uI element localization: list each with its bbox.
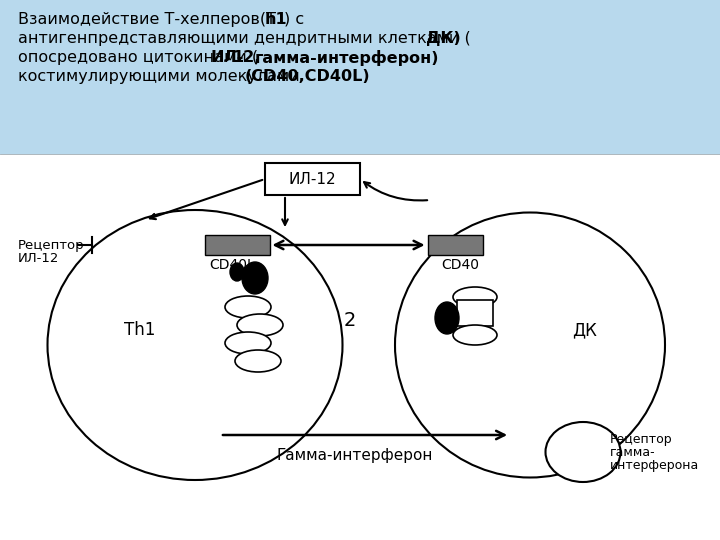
Text: (CD40,CD40L): (CD40,CD40L) xyxy=(245,69,371,84)
Text: Рецептор: Рецептор xyxy=(610,433,672,446)
Bar xyxy=(0,155,720,540)
Text: CD40: CD40 xyxy=(441,258,479,272)
Text: антигенпредставляющими дендритными клетками (: антигенпредставляющими дендритными клетк… xyxy=(18,31,471,46)
Text: ДК: ДК xyxy=(572,321,598,339)
Ellipse shape xyxy=(453,325,497,345)
Ellipse shape xyxy=(235,350,281,372)
Ellipse shape xyxy=(546,422,621,482)
Ellipse shape xyxy=(237,314,283,336)
Text: опосредовано цитокинами (: опосредовано цитокинами ( xyxy=(18,50,258,65)
Text: ДК): ДК) xyxy=(426,31,461,46)
Text: ИЛ-12: ИЛ-12 xyxy=(18,252,59,265)
Text: гамма-интерферон): гамма-интерферон) xyxy=(255,50,439,66)
Ellipse shape xyxy=(230,263,244,281)
Text: ) с: ) с xyxy=(284,12,304,27)
Text: гамма-: гамма- xyxy=(610,446,656,459)
Ellipse shape xyxy=(225,332,271,354)
Text: h1: h1 xyxy=(265,12,287,27)
Text: 12,: 12, xyxy=(232,50,261,65)
Text: Взаимодействие Т-хелперов(Т: Взаимодействие Т-хелперов(Т xyxy=(18,12,276,27)
Text: Рецептор: Рецептор xyxy=(18,239,85,252)
Text: 2: 2 xyxy=(344,310,356,329)
Ellipse shape xyxy=(225,296,271,318)
Bar xyxy=(204,235,269,255)
Text: интерферона: интерферона xyxy=(610,459,699,472)
Ellipse shape xyxy=(453,287,497,307)
Text: Th1: Th1 xyxy=(125,321,156,339)
Bar xyxy=(457,300,493,326)
Text: CD40L: CD40L xyxy=(209,258,255,272)
Text: ИЛ-12: ИЛ-12 xyxy=(289,172,336,186)
Text: костимулирующими молекулами: костимулирующими молекулами xyxy=(18,69,300,84)
Text: ИЛ-: ИЛ- xyxy=(211,50,244,65)
FancyBboxPatch shape xyxy=(265,163,360,195)
Ellipse shape xyxy=(435,302,459,334)
Ellipse shape xyxy=(48,210,343,480)
Text: Гамма-интерферон: Гамма-интерферон xyxy=(276,448,433,463)
Ellipse shape xyxy=(242,262,268,294)
Bar xyxy=(428,235,482,255)
Ellipse shape xyxy=(395,213,665,477)
